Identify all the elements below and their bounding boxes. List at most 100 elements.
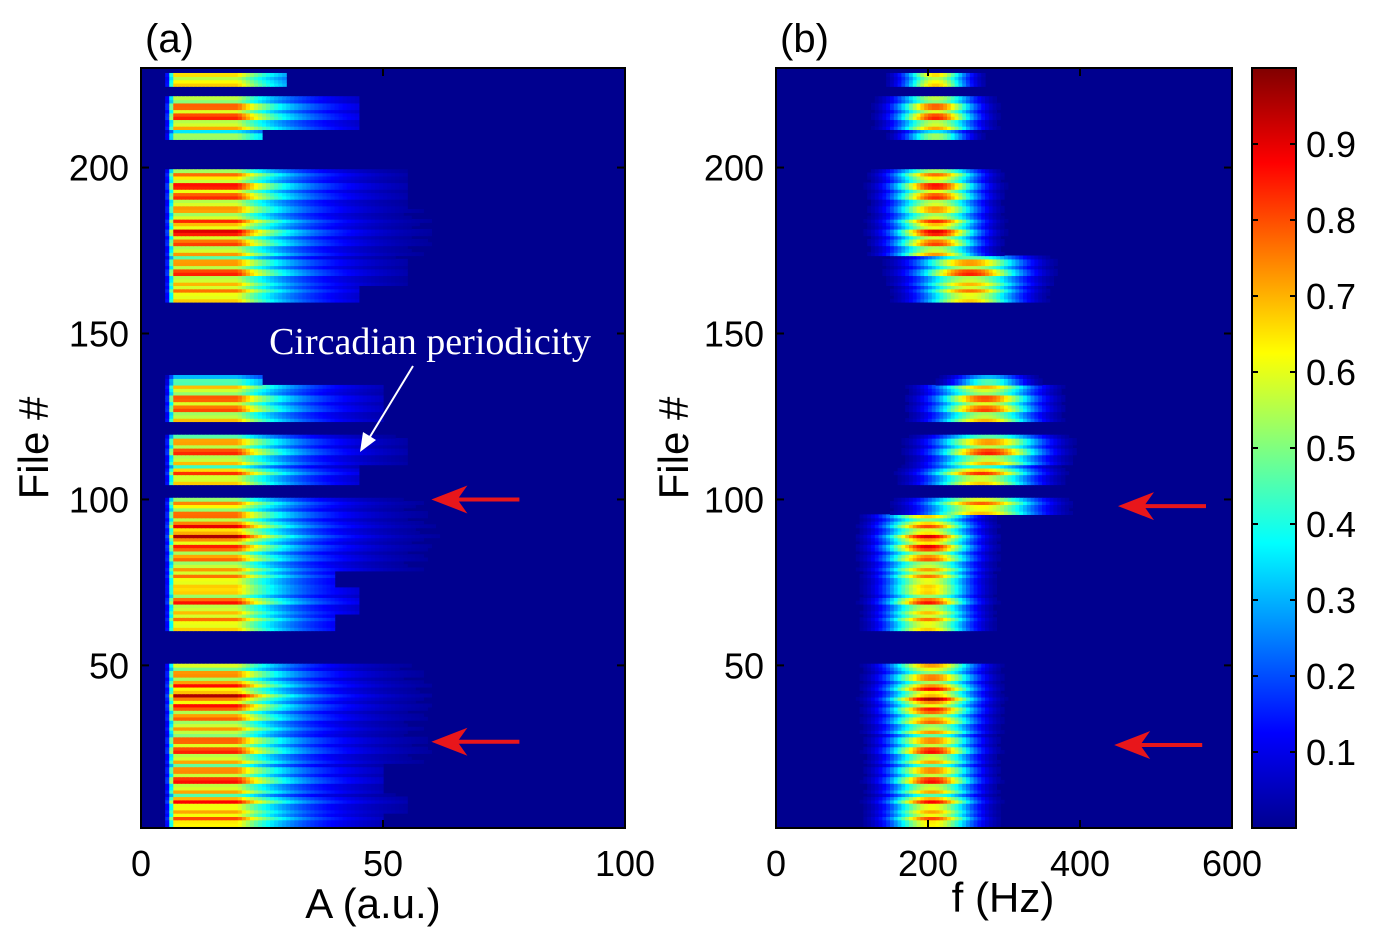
heatmap-cell bbox=[173, 700, 178, 705]
heatmap-cell bbox=[173, 806, 178, 811]
heatmap-cell bbox=[205, 796, 211, 801]
heatmap-cell bbox=[298, 574, 303, 579]
heatmap-cell bbox=[282, 667, 287, 671]
heatmap-cell bbox=[245, 557, 251, 562]
heatmap-cell bbox=[241, 554, 247, 559]
heatmap-cell bbox=[310, 530, 316, 535]
heatmap-cell bbox=[278, 511, 283, 515]
heatmap-cell bbox=[399, 544, 404, 549]
heatmap-cell bbox=[233, 527, 239, 532]
heatmap-cell bbox=[225, 730, 231, 735]
heatmap-cell bbox=[306, 763, 311, 768]
heatmap-cell bbox=[173, 809, 178, 814]
heatmap-cell bbox=[169, 720, 174, 725]
heatmap-cell bbox=[233, 584, 239, 588]
heatmap-cell bbox=[249, 524, 255, 529]
heatmap-cell bbox=[225, 540, 231, 545]
heatmap-cell bbox=[165, 550, 170, 555]
heatmap-cell bbox=[399, 686, 404, 691]
heatmap-cell bbox=[286, 803, 291, 808]
heatmap-cell bbox=[270, 710, 275, 715]
heatmap-cell bbox=[278, 564, 283, 569]
heatmap-cell bbox=[205, 673, 211, 678]
heatmap-cell bbox=[407, 706, 412, 711]
heatmap-cell bbox=[253, 796, 259, 801]
heatmap-cell bbox=[411, 557, 416, 562]
heatmap-cell bbox=[237, 600, 243, 605]
heatmap-cell bbox=[370, 809, 376, 814]
heatmap-cell bbox=[298, 527, 303, 532]
heatmap-cell bbox=[165, 574, 170, 579]
heatmap-cell bbox=[350, 696, 356, 701]
heatmap-cell bbox=[197, 564, 203, 569]
heatmap-cell bbox=[262, 517, 267, 522]
heatmap-cell bbox=[217, 667, 223, 671]
heatmap-cell bbox=[213, 557, 219, 562]
heatmap-cell bbox=[262, 530, 267, 535]
heatmap-cell bbox=[338, 597, 344, 602]
heatmap-cell bbox=[205, 823, 211, 827]
heatmap-cell bbox=[173, 507, 178, 512]
heatmap-cell bbox=[298, 769, 303, 774]
heatmap-cell bbox=[221, 723, 227, 728]
heatmap-cell bbox=[298, 750, 303, 754]
heatmap-cell bbox=[241, 560, 247, 565]
heatmap-cell bbox=[241, 590, 247, 595]
heatmap-cell bbox=[350, 750, 356, 754]
heatmap-cell bbox=[181, 806, 186, 811]
heatmap-cell bbox=[302, 577, 307, 582]
heatmap-cell bbox=[193, 693, 199, 698]
heatmap-cell bbox=[298, 789, 303, 794]
heatmap-cell bbox=[395, 537, 400, 542]
heatmap-cell bbox=[262, 696, 267, 701]
heatmap-cell bbox=[342, 813, 348, 817]
heatmap-cell bbox=[310, 756, 316, 761]
heatmap-cell bbox=[366, 534, 372, 539]
heatmap-cell bbox=[322, 723, 328, 728]
heatmap-cell bbox=[314, 511, 320, 515]
heatmap-cell bbox=[205, 511, 211, 515]
heatmap-cell bbox=[253, 524, 259, 529]
heatmap-cell bbox=[274, 507, 279, 512]
heatmap-cell bbox=[197, 799, 203, 804]
heatmap-cell bbox=[225, 570, 231, 575]
heatmap-cell bbox=[253, 564, 259, 569]
heatmap-cell bbox=[282, 524, 287, 529]
heatmap-cell bbox=[229, 736, 235, 741]
heatmap-cell bbox=[205, 756, 211, 761]
heatmap-cell bbox=[354, 527, 360, 532]
heatmap-cell bbox=[326, 799, 332, 804]
heatmap-cell bbox=[193, 537, 199, 542]
heatmap-cell bbox=[395, 799, 400, 804]
heatmap-cell bbox=[221, 720, 227, 725]
heatmap-cell bbox=[181, 703, 186, 708]
heatmap-cell bbox=[362, 540, 368, 545]
heatmap-cell bbox=[225, 667, 231, 671]
heatmap-cell bbox=[266, 600, 271, 605]
heatmap-cell bbox=[278, 799, 283, 804]
heatmap-cell bbox=[358, 753, 364, 758]
heatmap-cell bbox=[302, 617, 307, 622]
heatmap-cell bbox=[274, 799, 279, 804]
heatmap-cell bbox=[193, 584, 199, 588]
heatmap-cell bbox=[262, 819, 267, 824]
heatmap-cell bbox=[298, 514, 303, 519]
heatmap-cell bbox=[330, 564, 336, 569]
heatmap-cell bbox=[173, 537, 178, 542]
heatmap-cell bbox=[318, 587, 324, 592]
heatmap-cell bbox=[391, 557, 396, 562]
heatmap-cell bbox=[427, 750, 432, 754]
heatmap-cell bbox=[237, 683, 243, 688]
heatmap-cell bbox=[225, 613, 231, 618]
heatmap-cell bbox=[169, 743, 174, 748]
heatmap-cell bbox=[205, 706, 211, 711]
heatmap-cell bbox=[378, 736, 384, 741]
heatmap-cell bbox=[257, 577, 263, 582]
heatmap-cell bbox=[278, 597, 283, 602]
heatmap-cell bbox=[358, 677, 364, 681]
heatmap-cell bbox=[225, 587, 231, 592]
heatmap-cell bbox=[306, 517, 311, 522]
heatmap-cell bbox=[391, 554, 396, 559]
heatmap-cell bbox=[225, 799, 231, 804]
heatmap-cell bbox=[266, 670, 271, 675]
